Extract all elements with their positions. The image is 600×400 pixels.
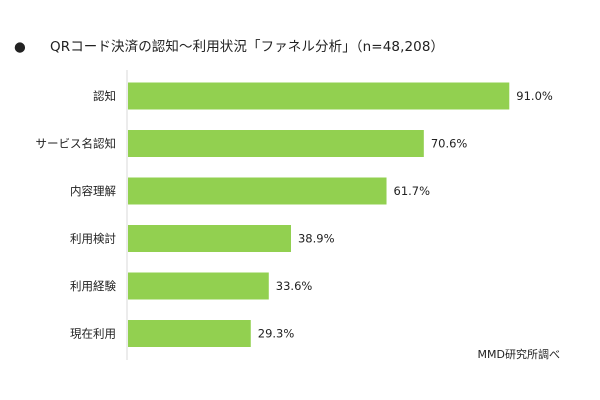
category-label-6: 現在利用 [70,327,116,341]
chart-title-text: QRコード決済の認知～利用状況「ファネル分析」（n=48,208） [50,39,445,55]
title-bullet: ● [14,39,26,55]
value-label-2: 70.6% [431,137,468,151]
value-label-5: 33.6% [276,279,313,293]
bar-1 [128,82,510,110]
value-label-3: 61.7% [394,184,431,198]
bar-3 [128,177,387,205]
bar-4 [128,225,291,252]
category-label-3: 内容理解 [70,184,116,198]
bar-2 [128,130,424,157]
bar-5 [128,272,269,300]
category-label-1: 認知 [93,89,116,103]
value-label-6: 29.3% [258,327,295,341]
source-note: MMD研究所調べ [477,348,560,361]
bar-6 [128,320,251,347]
category-label-2: サービス名認知 [36,137,117,151]
category-label-4: 利用検討 [70,232,116,246]
chart-title: ● QRコード決済の認知～利用状況「ファネル分析」（n=48,208） [14,37,444,57]
value-label-4: 38.9% [298,232,335,246]
category-label-5: 利用経験 [70,279,116,293]
value-label-1: 91.0% [516,89,553,103]
